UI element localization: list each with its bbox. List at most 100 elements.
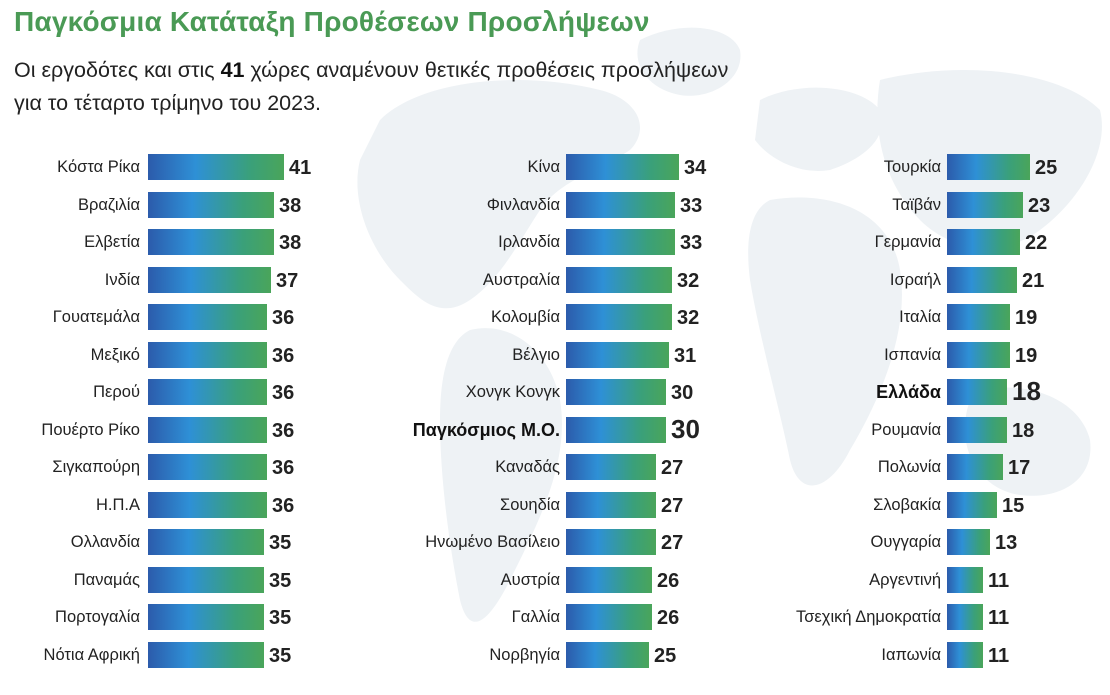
bar-value-label: 35 (269, 644, 292, 667)
bar-row: Βραζιλία 38 (0, 188, 360, 224)
bar-label: Ρουμανία (871, 420, 941, 439)
bar-row: Χονγκ Κονγκ 30 (370, 375, 730, 411)
bar-value-label: 35 (269, 607, 292, 629)
bar (947, 191, 1023, 218)
bar-label: Ελβετία (84, 233, 140, 251)
bar-row: Σλοβακία 15 (740, 488, 1100, 524)
bar (148, 266, 271, 293)
bar (947, 229, 1020, 255)
bar-value-label: 17 (1008, 457, 1031, 479)
bar-value-label: 33 (680, 232, 703, 254)
bar-label: Νότια Αφρική (43, 645, 140, 664)
bar-label: Σλοβακία (873, 495, 941, 514)
bar-value-label: 22 (1025, 232, 1048, 254)
bar (566, 604, 652, 630)
bar-value-label: 36 (272, 344, 295, 367)
bar-label: Τσεχική Δημοκρατία (795, 608, 941, 626)
bar (566, 566, 652, 593)
bar-label: Καναδάς (495, 458, 560, 476)
bar-value-label: 36 (272, 382, 295, 404)
bar-row: Αυστραλία 32 (370, 263, 730, 299)
bar-label: Νορβηγία (489, 645, 560, 664)
chart-subtitle: Οι εργοδότες και στις 41 χώρες αναμένουν… (14, 54, 754, 120)
bar-value-label: 26 (657, 569, 680, 592)
bar-row: Γερμανία 22 (740, 225, 1100, 261)
bar-value-label: 27 (661, 457, 684, 479)
bar-label: Πολωνία (877, 458, 941, 476)
bar-row: Περού 36 (0, 375, 360, 411)
bar-label: Ελλάδα (876, 382, 941, 402)
bar-value-label: 36 (272, 419, 295, 442)
bar (148, 154, 284, 180)
bar-value-label: 11 (988, 569, 1010, 592)
bar (566, 491, 656, 518)
bar-row: Αυστρία 26 (370, 563, 730, 599)
bar (148, 229, 274, 255)
bar-row: Σουηδία 27 (370, 488, 730, 524)
bar-label: Παναμάς (73, 570, 140, 589)
bar-row: Ηνωμένο Βασίλειο 27 (370, 525, 730, 561)
bar (566, 641, 649, 668)
bar-value-label: 25 (1035, 157, 1058, 179)
bar-row: Κολομβία 32 (370, 300, 730, 336)
bar-row: Καναδάς 27 (370, 450, 730, 486)
bar-row: Ιταλία 19 (740, 300, 1100, 336)
bar (947, 529, 990, 555)
south-america-shape (440, 328, 562, 622)
bar-value-label: 19 (1015, 307, 1038, 329)
bar-value-label: 36 (272, 307, 295, 329)
bar-row: Αργεντινή 11 (740, 563, 1100, 599)
bar-value-label: 36 (272, 457, 295, 479)
bar-row: Φινλανδία 33 (370, 188, 730, 224)
bar (947, 266, 1017, 293)
bar-value-label: 38 (279, 232, 302, 254)
bar-row: Μεξικό 36 (0, 338, 360, 374)
bar (566, 191, 675, 218)
bar (566, 341, 669, 368)
bar-label: Βραζιλία (77, 195, 140, 214)
bar-label: Αυστρία (500, 570, 560, 589)
bar-label: Σουηδία (500, 495, 560, 514)
bar-value-label: 30 (671, 382, 694, 404)
bar (148, 379, 267, 405)
bar-value-label: 26 (657, 607, 680, 629)
subtitle-text-start: Οι εργοδότες και στις (14, 58, 221, 82)
bar-label: Μεξικό (90, 345, 140, 364)
bar-row: Πολωνία 17 (740, 450, 1100, 486)
bar (566, 154, 679, 180)
bar-label: Ισραήλ (889, 270, 941, 289)
bar-value-label: 34 (684, 157, 707, 179)
bar-row: Γουατεμάλα 36 (0, 300, 360, 336)
bar (148, 416, 267, 443)
bar-value-label: 25 (654, 644, 677, 667)
bar-row: Βέλγιο 31 (370, 338, 730, 374)
bar-value-label: 11 (988, 607, 1010, 629)
bar (947, 454, 1003, 480)
bar (566, 304, 672, 330)
bar-label: Ινδία (104, 270, 140, 289)
bar-label: Ηνωμένο Βασίλειο (425, 533, 560, 551)
bar-label: Γαλλία (511, 608, 560, 626)
bar-value-label: 32 (677, 307, 700, 329)
bar-value-label: 11 (988, 644, 1010, 667)
bar-row: Ουγγαρία 13 (740, 525, 1100, 561)
bar-row: Ισπανία 19 (740, 338, 1100, 374)
bar-row: Ελβετία 38 (0, 225, 360, 261)
bar-label: Ταϊβάν (892, 195, 941, 214)
bar (148, 491, 267, 518)
bar-label: Η.Π.Α (95, 495, 140, 514)
bar-value-label: 18 (1012, 376, 1041, 406)
bar-row: Νότια Αφρική 35 (0, 638, 360, 674)
bar-value-label: 35 (269, 532, 292, 554)
bar-label: Χονγκ Κονγκ (465, 383, 560, 401)
bar (148, 454, 267, 480)
bar-row: Σιγκαπούρη 36 (0, 450, 360, 486)
bar (947, 304, 1010, 330)
bar-row: Ιαπωνία 11 (740, 638, 1100, 674)
bar-label: Τουρκία (883, 158, 941, 176)
bar (947, 341, 1010, 368)
bar (947, 566, 983, 593)
bar (947, 154, 1030, 180)
bar-value-label: 15 (1002, 494, 1025, 517)
bar (148, 304, 267, 330)
